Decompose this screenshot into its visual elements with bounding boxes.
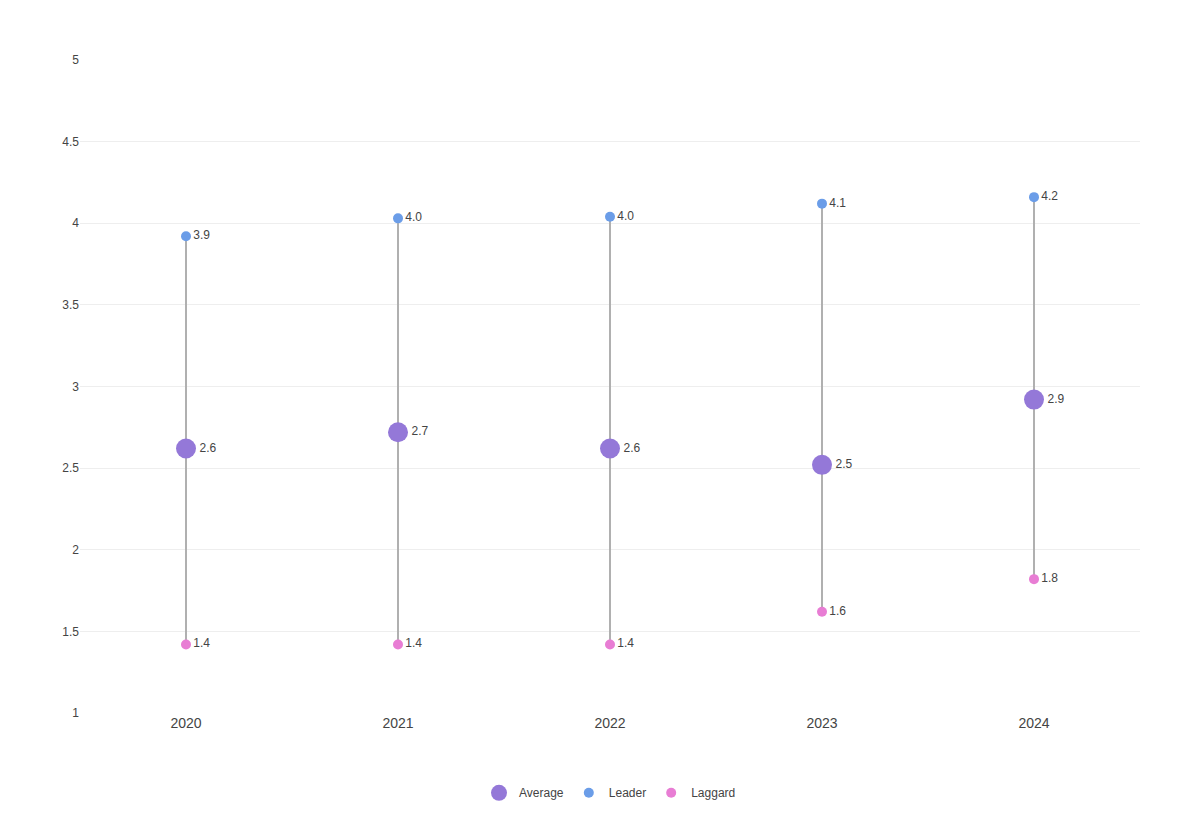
svg-text:2.6: 2.6	[624, 441, 641, 455]
svg-text:2023: 2023	[806, 715, 837, 731]
svg-text:Average: Average	[519, 786, 564, 800]
svg-text:2022: 2022	[594, 715, 625, 731]
svg-text:1.4: 1.4	[405, 636, 422, 650]
svg-text:4.0: 4.0	[617, 209, 634, 223]
svg-text:5: 5	[72, 53, 79, 67]
svg-text:2.6: 2.6	[200, 441, 217, 455]
svg-text:4.1: 4.1	[829, 196, 846, 210]
svg-text:3.9: 3.9	[193, 228, 210, 242]
svg-text:Leader: Leader	[609, 786, 646, 800]
svg-text:2.9: 2.9	[1048, 392, 1065, 406]
svg-text:2.5: 2.5	[62, 461, 79, 475]
svg-text:2.5: 2.5	[836, 457, 853, 471]
svg-text:2020: 2020	[170, 715, 201, 731]
svg-text:Laggard: Laggard	[691, 786, 735, 800]
svg-text:2.7: 2.7	[412, 424, 429, 438]
svg-text:3: 3	[72, 380, 79, 394]
svg-text:4.2: 4.2	[1041, 189, 1058, 203]
svg-text:1.4: 1.4	[617, 636, 634, 650]
svg-text:2: 2	[72, 543, 79, 557]
svg-text:4.5: 4.5	[62, 135, 79, 149]
svg-text:2021: 2021	[382, 715, 413, 731]
svg-text:1.6: 1.6	[829, 604, 846, 618]
svg-text:1.5: 1.5	[62, 625, 79, 639]
svg-text:2024: 2024	[1018, 715, 1049, 731]
svg-text:3.5: 3.5	[62, 298, 79, 312]
svg-text:1.8: 1.8	[1041, 571, 1058, 585]
svg-text:1.4: 1.4	[193, 636, 210, 650]
svg-text:4.0: 4.0	[405, 210, 422, 224]
svg-text:1: 1	[72, 706, 79, 720]
svg-text:4: 4	[72, 216, 79, 230]
